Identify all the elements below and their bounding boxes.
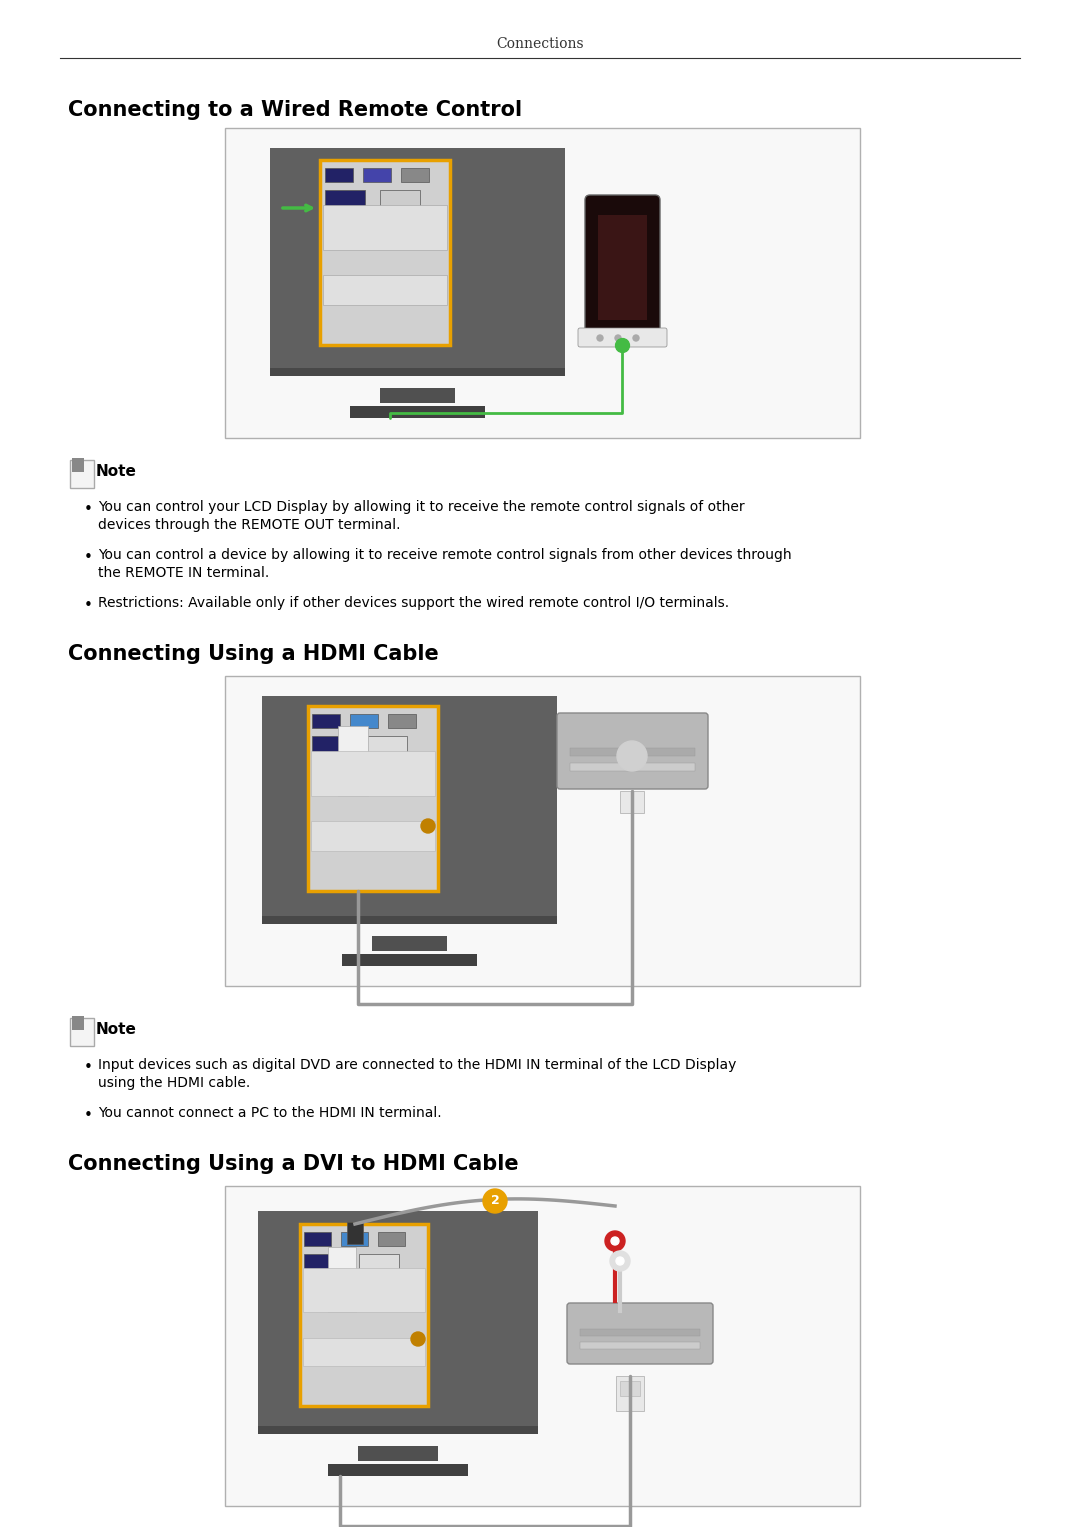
Bar (620, 791, 644, 812)
Bar (70, 1019, 94, 1046)
Bar (380, 189, 420, 211)
Bar (401, 168, 429, 182)
FancyBboxPatch shape (557, 713, 708, 789)
Bar (303, 1338, 426, 1367)
Text: using the HDMI cable.: using the HDMI cable. (98, 1077, 251, 1090)
Bar (72, 458, 84, 472)
Text: •: • (83, 1109, 93, 1122)
Bar (270, 368, 565, 376)
Bar (341, 1232, 368, 1246)
Text: devices through the REMOTE OUT terminal.: devices through the REMOTE OUT terminal. (98, 518, 401, 531)
Bar (363, 168, 391, 182)
Bar (388, 715, 416, 728)
Circle shape (597, 334, 603, 341)
Text: •: • (83, 599, 93, 612)
Bar (328, 1248, 356, 1312)
Text: Connecting Using a HDMI Cable: Connecting Using a HDMI Cable (68, 644, 438, 664)
Bar (323, 275, 447, 305)
Text: •: • (83, 502, 93, 518)
Circle shape (617, 741, 647, 771)
Bar (262, 696, 557, 916)
Bar (359, 1254, 399, 1274)
Bar (303, 1254, 345, 1274)
Bar (357, 1446, 438, 1461)
Bar (380, 388, 455, 403)
Circle shape (421, 818, 435, 834)
Bar (347, 1222, 363, 1245)
Bar (570, 764, 696, 771)
Circle shape (633, 334, 639, 341)
Bar (258, 1426, 538, 1434)
Bar (350, 715, 378, 728)
Bar (270, 148, 565, 368)
Bar (70, 460, 94, 489)
Bar (323, 205, 447, 250)
Circle shape (616, 1257, 624, 1264)
Text: •: • (83, 550, 93, 565)
Bar (372, 936, 447, 951)
Bar (580, 1328, 700, 1336)
Bar (300, 1225, 428, 1406)
Bar (225, 128, 860, 438)
Bar (328, 1464, 468, 1477)
Bar (303, 1232, 330, 1246)
Text: Connecting Using a DVI to HDMI Cable: Connecting Using a DVI to HDMI Cable (68, 1154, 518, 1174)
Text: the REMOTE IN terminal.: the REMOTE IN terminal. (98, 567, 269, 580)
Bar (338, 725, 368, 796)
Text: You can control a device by allowing it to receive remote control signals from o: You can control a device by allowing it … (98, 548, 792, 562)
Bar (342, 954, 477, 967)
Bar (258, 1211, 538, 1426)
Bar (598, 215, 647, 321)
Bar (311, 751, 435, 796)
Circle shape (610, 1251, 630, 1270)
Bar (312, 715, 340, 728)
Bar (350, 406, 485, 418)
Bar (262, 916, 557, 924)
Bar (303, 1267, 426, 1312)
FancyBboxPatch shape (585, 195, 660, 334)
Text: Restrictions: Available only if other devices support the wired remote control I: Restrictions: Available only if other de… (98, 596, 729, 609)
Bar (570, 748, 696, 756)
Text: •: • (83, 1060, 93, 1075)
Text: Input devices such as digital DVD are connected to the HDMI IN terminal of the L: Input devices such as digital DVD are co… (98, 1058, 737, 1072)
Circle shape (611, 1237, 619, 1245)
Bar (312, 736, 352, 756)
Circle shape (605, 1231, 625, 1251)
Bar (225, 1186, 860, 1506)
FancyBboxPatch shape (567, 1303, 713, 1364)
Bar (320, 160, 450, 345)
Bar (616, 1376, 644, 1411)
Text: 2: 2 (490, 1194, 499, 1208)
Bar (72, 1015, 84, 1031)
Circle shape (411, 1332, 426, 1345)
Text: Connections: Connections (496, 37, 584, 50)
Text: You can control your LCD Display by allowing it to receive the remote control si: You can control your LCD Display by allo… (98, 499, 744, 515)
Circle shape (483, 1190, 507, 1212)
Bar (325, 189, 365, 211)
Bar (580, 1342, 700, 1348)
Text: Note: Note (96, 1023, 137, 1037)
Bar (311, 822, 435, 851)
Bar (378, 1232, 405, 1246)
Text: Connecting to a Wired Remote Control: Connecting to a Wired Remote Control (68, 99, 522, 121)
Text: Note: Note (96, 464, 137, 479)
Text: You cannot connect a PC to the HDMI IN terminal.: You cannot connect a PC to the HDMI IN t… (98, 1106, 442, 1119)
Bar (225, 676, 860, 986)
Circle shape (615, 334, 621, 341)
FancyBboxPatch shape (578, 328, 667, 347)
Bar (308, 705, 438, 890)
Bar (620, 1380, 640, 1396)
Bar (325, 168, 353, 182)
Bar (367, 736, 407, 756)
